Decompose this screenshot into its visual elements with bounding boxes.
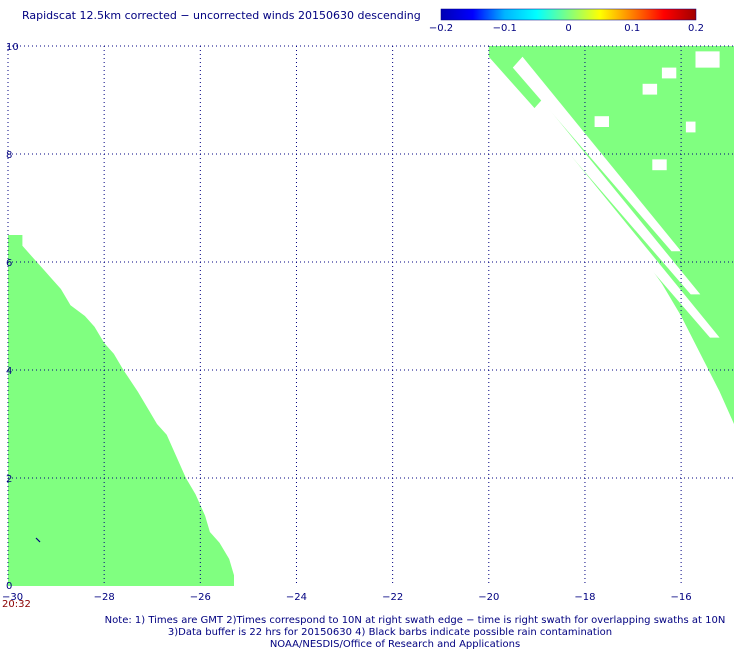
y-tick-label: 8 xyxy=(6,150,12,161)
footnote-line-1: Note: 1) Times are GMT 2)Times correspon… xyxy=(104,615,726,626)
axes: −30 −28 −26 −24 −22 −20 −18 −16 0 2 4 6 8 10 xyxy=(2,42,692,603)
data-gap xyxy=(532,100,701,295)
data-gap xyxy=(661,67,677,79)
colorbar-tick-label: 0.1 xyxy=(624,23,640,34)
wind-barb-mark xyxy=(35,537,41,543)
y-tick-label: 10 xyxy=(6,42,19,53)
plot-area: −30 −28 −26 −24 −22 −20 −18 −16 0 2 4 6 8 10 xyxy=(2,42,734,603)
colorbar-gradient xyxy=(440,8,697,21)
footnote-line-2: 3)Data buffer is 22 hrs for 20150630 4) … xyxy=(167,627,613,638)
y-tick-label: 6 xyxy=(6,258,12,269)
data-gap xyxy=(594,116,609,127)
x-tick-label: −22 xyxy=(382,592,403,603)
x-tick-label: −16 xyxy=(671,592,692,603)
colorbar: −0.2 −0.1 0 0.1 0.2 xyxy=(429,8,704,34)
y-tick-label: 2 xyxy=(6,474,12,485)
y-tick-label: 4 xyxy=(6,366,12,377)
colorbar-tick-label: −0.1 xyxy=(493,23,517,34)
data-gap xyxy=(652,159,667,171)
data-gap xyxy=(642,83,658,95)
gridlines xyxy=(7,45,734,586)
x-tick-label: −20 xyxy=(478,592,499,603)
colorbar-tick-label: 0 xyxy=(565,23,571,34)
data-gap xyxy=(551,143,720,338)
swath-right xyxy=(488,46,734,424)
wind-difference-field xyxy=(8,46,734,586)
x-tick-label: −30 xyxy=(2,592,23,603)
footnote-line-3: NOAA/NESDIS/Office of Research and Appli… xyxy=(269,639,521,650)
x-tick-label: −26 xyxy=(190,592,211,603)
data-gap xyxy=(685,121,696,133)
x-tick-label: −24 xyxy=(286,592,307,603)
time-label: 20:32 xyxy=(2,599,31,610)
colorbar-tick-label: 0.2 xyxy=(688,23,704,34)
x-tick-label: −28 xyxy=(94,592,115,603)
swath-left xyxy=(8,235,234,586)
colorbar-tick-label: −0.2 xyxy=(429,23,453,34)
footnotes: Note: 1) Times are GMT 2)Times correspon… xyxy=(0,615,740,651)
x-tick-label: −18 xyxy=(574,592,595,603)
chart-title: Rapidscat 12.5km corrected − uncorrected… xyxy=(22,9,421,22)
y-tick-label: 0 xyxy=(6,581,12,592)
data-gap xyxy=(695,51,720,68)
